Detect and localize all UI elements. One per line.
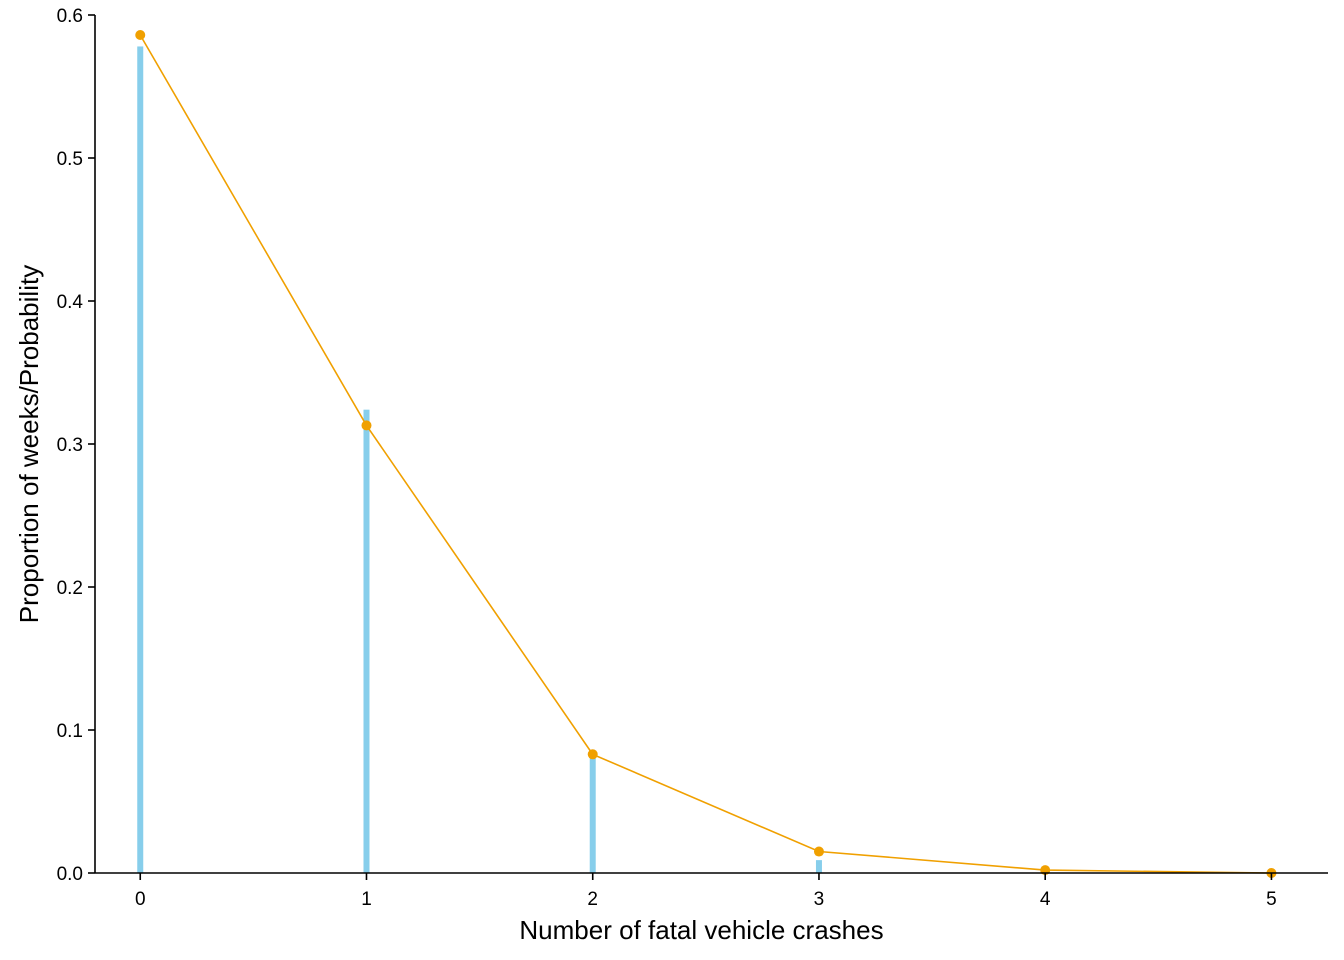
- line-point: [587, 749, 598, 760]
- y-tick-label: 0.6: [57, 6, 83, 27]
- line-series: [139, 34, 1272, 874]
- y-ticks: 0.0 0.1 0.2 0.3 0.4 0.5 0.6: [57, 6, 95, 885]
- bar: [137, 46, 144, 873]
- y-tick-label: 0.2: [57, 578, 83, 599]
- y-tick-label: 0.4: [57, 292, 84, 313]
- x-tick-label: 1: [361, 889, 372, 910]
- line-point: [361, 420, 372, 431]
- axes: 0.0 0.1 0.2 0.3 0.4 0.5 0.6 0 1 2 3 4 5: [57, 6, 1328, 910]
- x-tick-label: 5: [1266, 889, 1277, 910]
- y-axis-title: Proportion of weeks/Probability: [14, 265, 44, 623]
- line-point: [135, 30, 146, 41]
- y-tick-label: 0.0: [57, 864, 83, 885]
- line-points: [135, 30, 1277, 878]
- y-tick-label: 0.1: [57, 721, 83, 742]
- bar-series: [137, 46, 822, 873]
- y-tick-label: 0.5: [57, 149, 83, 170]
- line-point: [813, 846, 824, 857]
- y-tick-label: 0.3: [57, 435, 83, 456]
- x-tick-label: 3: [814, 889, 825, 910]
- x-tick-label: 2: [587, 889, 598, 910]
- x-tick-label: 4: [1040, 889, 1051, 910]
- x-axis-title: Number of fatal vehicle crashes: [519, 915, 883, 945]
- series-line: [139, 34, 1272, 874]
- x-ticks: 0 1 2 3 4 5: [135, 873, 1277, 910]
- bar: [589, 755, 596, 873]
- bar: [815, 860, 822, 873]
- bar: [363, 409, 370, 873]
- x-tick-label: 0: [135, 889, 146, 910]
